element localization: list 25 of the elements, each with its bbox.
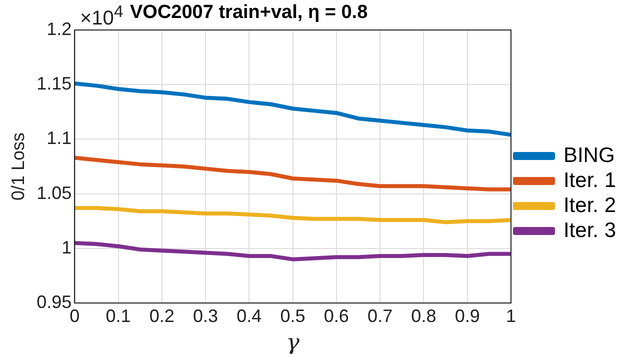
x-tick-label: 0.4 [236, 306, 262, 326]
y-tick-label: 1.1 [46, 128, 72, 148]
y-tick-label: 1.2 [46, 18, 72, 39]
x-tick-label: 0.7 [368, 306, 393, 326]
legend-label: Iter. 3 [563, 218, 616, 242]
chart-title: VOC2007 train+val, η = 0.8 [130, 2, 368, 24]
legend-label: Iter. 2 [563, 194, 616, 217]
y-tick-label: 0.95 [36, 292, 72, 312]
x-tick-label: 0.5 [280, 306, 306, 326]
y-axis-title: 0/1 Loss [8, 132, 28, 201]
x-tick-label: 0 [70, 306, 80, 326]
x-tick-label: 0.8 [411, 306, 436, 326]
y-tick-label: 1.05 [36, 182, 72, 203]
legend-label: Iter. 1 [563, 168, 616, 192]
x-tick-label: 0.1 [106, 306, 131, 326]
x-axis-title: γ [286, 330, 300, 356]
x-tick-label: 0.9 [454, 306, 480, 326]
x-tick-label: 1 [506, 306, 516, 326]
x-tick-label: 0.6 [324, 306, 349, 326]
x-tick-label: 0.3 [193, 306, 218, 326]
x-tick-label: 0.2 [149, 306, 174, 326]
text: ×10$^{4}$ [80, 2, 124, 31]
y-tick-label: 1.15 [36, 74, 72, 94]
y-tick-label: 1 [62, 237, 72, 258]
legend-label: BING [563, 144, 615, 167]
